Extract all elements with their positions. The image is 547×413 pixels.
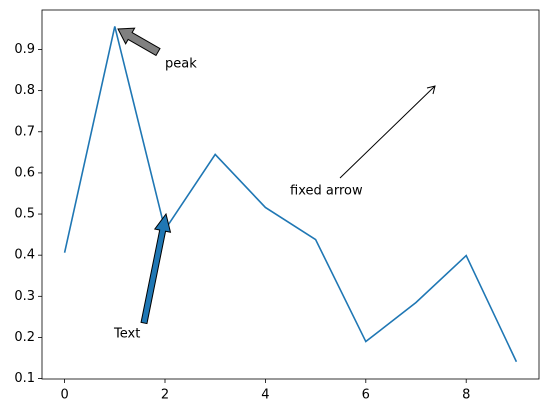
- annotation: fixed arrow: [290, 184, 363, 199]
- y-tick-label: 0.7: [14, 124, 35, 139]
- y-tick-label: 0.6: [14, 165, 35, 180]
- annotation-arrow: [140, 212, 172, 325]
- x-tick-label: 4: [261, 388, 269, 403]
- annotation-arrow: [339, 85, 436, 179]
- y-tick-label: 0.5: [14, 207, 35, 222]
- annotation: peak: [165, 57, 197, 72]
- annotation-arrow: [117, 27, 161, 57]
- x-tick-label: 2: [161, 388, 169, 403]
- y-tick-label: 0.3: [14, 289, 35, 304]
- y-tick-label: 0.9: [14, 42, 35, 57]
- y-tick-label: 0.2: [14, 330, 35, 345]
- y-tick-label: 0.8: [14, 83, 35, 98]
- x-tick-label: 0: [60, 388, 68, 403]
- annotation: Text: [113, 327, 140, 342]
- y-tick-label: 0.1: [14, 371, 35, 386]
- line-series: [63, 26, 518, 363]
- plot-frame: [41, 9, 540, 380]
- annotation-arrow: [426, 85, 436, 95]
- x-tick-label: 6: [362, 388, 370, 403]
- y-tick-label: 0.4: [14, 248, 35, 263]
- x-tick-label: 8: [462, 388, 470, 403]
